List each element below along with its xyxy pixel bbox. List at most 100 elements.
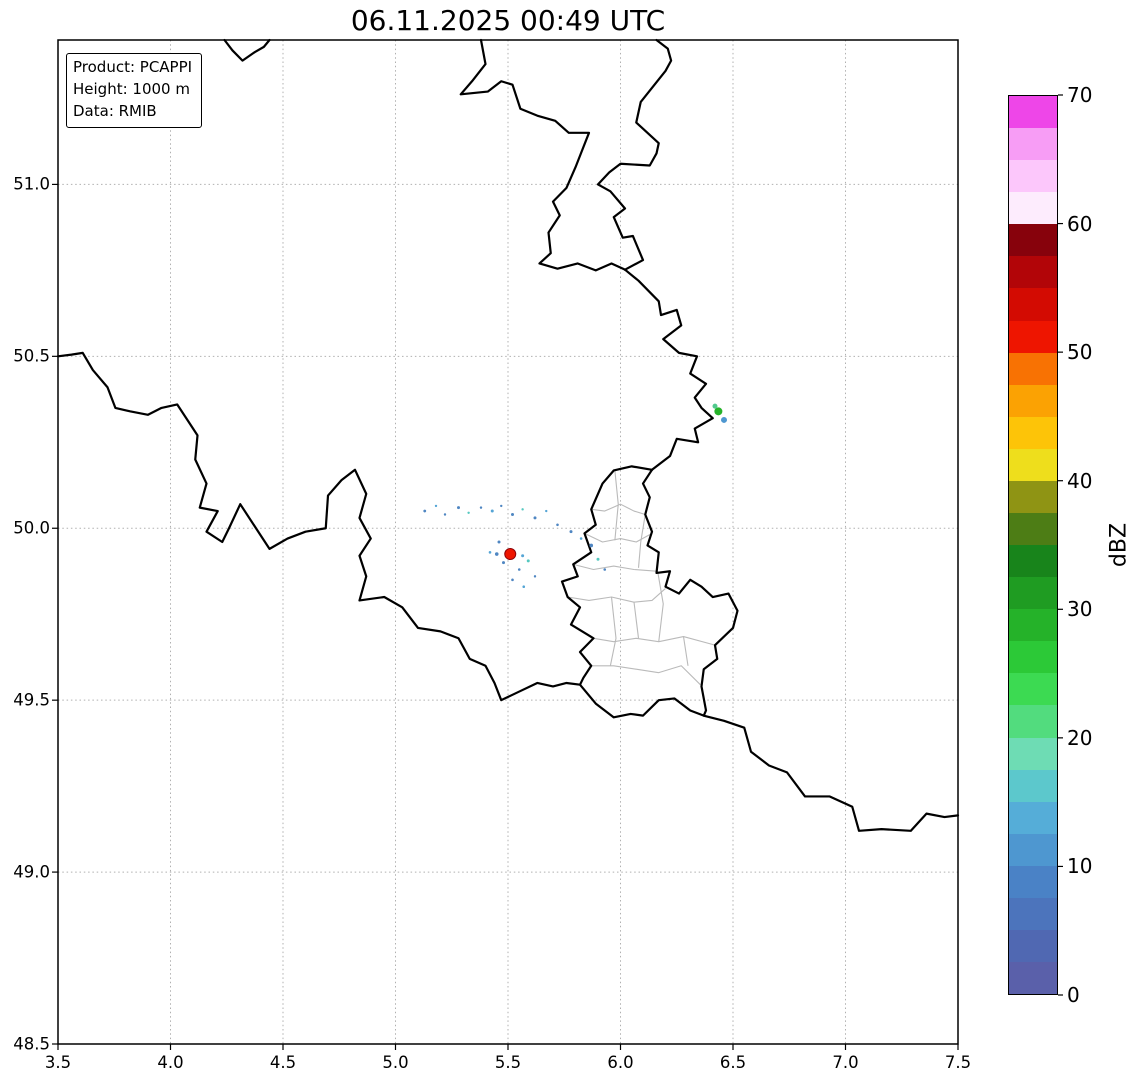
colorbar-segment (1009, 384, 1057, 417)
y-tick-label: 50.0 (13, 518, 50, 538)
y-tick-label: 48.5 (13, 1034, 50, 1054)
product-info-box: Product: PCAPPI Height: 1000 m Data: RMI… (66, 53, 203, 129)
country-border (641, 468, 739, 717)
radar-echo-speck (603, 568, 607, 571)
country-border (560, 465, 654, 686)
colorbar-segment (1009, 737, 1057, 770)
radar-echo-speck (494, 552, 499, 556)
district-border (657, 571, 664, 642)
radar-echo-speck (511, 512, 514, 516)
district-border (591, 503, 646, 516)
colorbar-segment (1009, 192, 1057, 225)
colorbar-segment (1009, 128, 1057, 161)
radar-echo-speck (479, 506, 483, 509)
radar-echo-main-cell (504, 548, 517, 561)
radar-echo-speck (511, 578, 514, 582)
colorbar-segment (1009, 609, 1057, 642)
x-tick-label: 3.5 (44, 1053, 72, 1072)
radar-echo-speck (522, 585, 526, 588)
x-tick-label: 5.5 (494, 1053, 522, 1072)
colorbar-segment (1009, 930, 1057, 963)
colorbar-tick-label: 60 (1067, 211, 1093, 236)
x-tick-label: 5.0 (382, 1053, 409, 1072)
radar-echo-speck (569, 530, 573, 534)
radar-echo-speck (533, 516, 537, 520)
radar-echo-speck (423, 509, 427, 513)
colorbar-segment (1009, 288, 1057, 321)
district-border (609, 596, 617, 666)
radar-echo-cell (714, 407, 723, 416)
colorbar-segment (1009, 480, 1057, 514)
radar-echo-cell (712, 403, 718, 409)
figure-title: 06.11.2025 00:49 UTC (350, 4, 666, 37)
x-tick-label: 4.5 (269, 1053, 297, 1072)
colorbar-tick-label: 70 (1067, 83, 1093, 107)
colorbar-segment (1009, 833, 1057, 866)
colorbar-tick-label: 40 (1067, 468, 1093, 493)
colorbar-segment (1009, 513, 1057, 546)
radar-echo-speck (500, 504, 503, 508)
colorbar-segment (1009, 224, 1057, 257)
height-line: Height: 1000 m (73, 79, 190, 98)
colorbar-tick-label: 10 (1067, 854, 1093, 879)
colorbar-tick-label: 50 (1067, 340, 1093, 365)
colorbar-segment (1009, 641, 1057, 674)
radar-echo-speck (521, 554, 525, 558)
radar-echo-speck (521, 508, 524, 511)
x-tick-label: 7.5 (944, 1053, 972, 1072)
y-tick-label: 50.5 (13, 346, 50, 366)
colorbar-tick-label: 0 (1067, 983, 1080, 1007)
radar-echo-speck (497, 540, 501, 544)
colorbar (1008, 95, 1058, 995)
colorbar-segment (1009, 577, 1057, 610)
x-tick-label: 4.0 (157, 1053, 184, 1072)
radar-echo-speck (589, 543, 594, 548)
radar-echo-speck (596, 557, 600, 561)
country-border (596, 38, 673, 271)
district-border (591, 665, 701, 686)
radar-echo-speck (467, 511, 470, 514)
country-border (459, 38, 627, 272)
radar-echo-speck (443, 513, 447, 516)
x-tick-label: 7.0 (832, 1053, 859, 1072)
colorbar-segment (1009, 897, 1057, 931)
colorbar-segment (1009, 801, 1057, 834)
country-border (223, 38, 271, 62)
colorbar-segment (1009, 96, 1057, 129)
radar-echo-speck (533, 575, 537, 578)
radar-echo-speck (517, 568, 521, 571)
y-tick-label: 49.5 (13, 690, 50, 710)
colorbar-segment (1009, 160, 1057, 193)
colorbar-axis-label: dBZ (1106, 522, 1132, 568)
radar-echo-speck (556, 523, 559, 527)
district-border (573, 563, 657, 572)
district-border (637, 514, 646, 568)
x-tick-label: 6.5 (719, 1053, 747, 1072)
y-tick-label: 51.0 (13, 174, 50, 194)
radar-echo-speck (502, 561, 505, 565)
district-border (614, 470, 619, 541)
colorbar-tick-label: 20 (1067, 725, 1093, 750)
colorbar-segment (1009, 865, 1057, 898)
district-border (633, 602, 640, 639)
data-source-line: Data: RMIB (73, 101, 157, 120)
radar-echo-speck (457, 506, 460, 510)
y-tick-label: 49.0 (13, 862, 50, 882)
district-border (682, 636, 689, 666)
colorbar-segment (1009, 673, 1057, 706)
product-line: Product: PCAPPI (73, 58, 193, 76)
colorbar-segment (1009, 320, 1057, 353)
colorbar-segment (1009, 769, 1057, 802)
radar-echo-cell (721, 416, 727, 423)
colorbar-segment (1009, 352, 1057, 385)
radar-echo-speck (579, 537, 583, 540)
colorbar-segment (1009, 962, 1057, 995)
country-border (56, 351, 960, 832)
colorbar-segment (1009, 705, 1057, 738)
colorbar-segment (1009, 416, 1057, 449)
radar-echo-speck (488, 551, 492, 554)
colorbar-tick-label: 30 (1067, 597, 1093, 622)
colorbar-segment (1009, 545, 1057, 578)
